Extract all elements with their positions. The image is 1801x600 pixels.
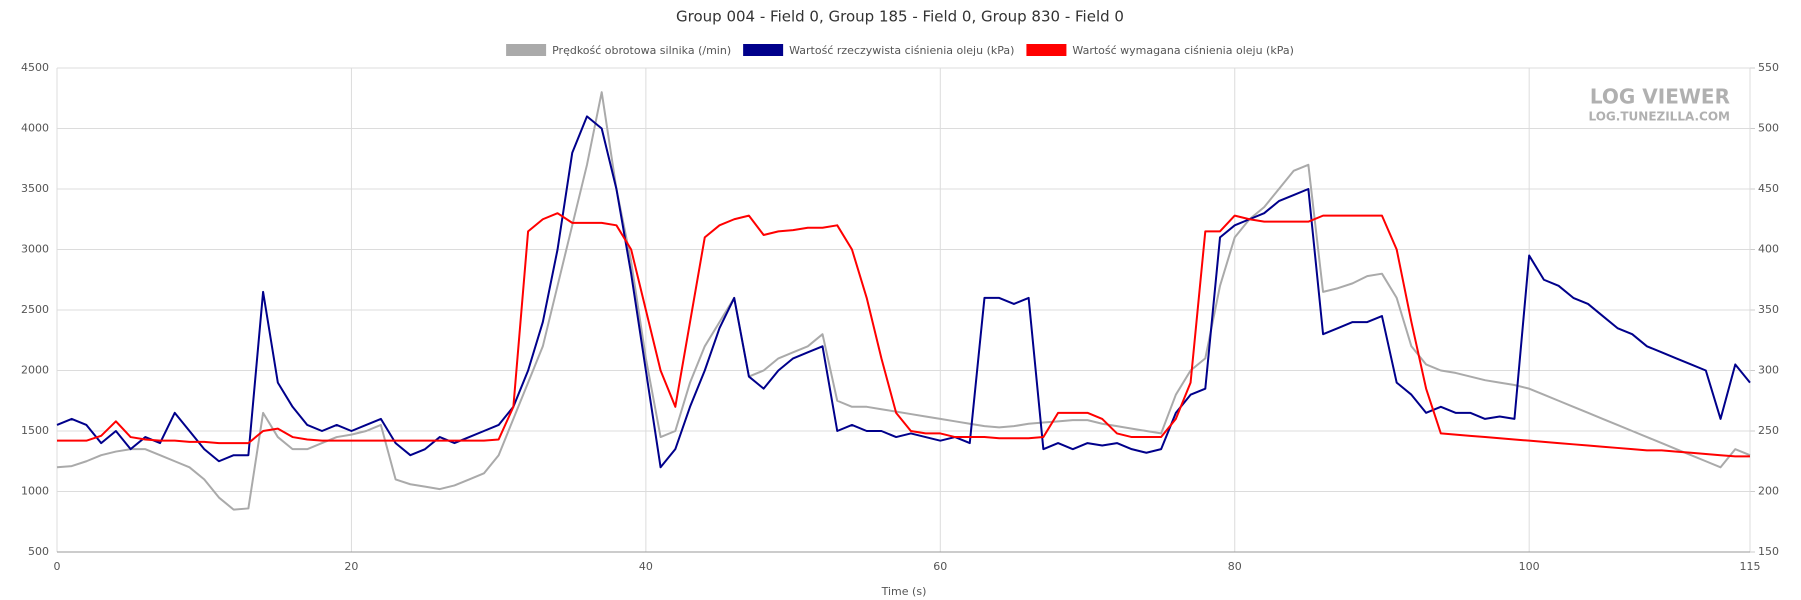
x-tick-label: 0 [54, 560, 61, 573]
series-line [57, 212, 1750, 458]
x-axis-label: Time (s) [881, 585, 927, 598]
y-tick-label: 2500 [21, 303, 49, 316]
y2-tick-label: 550 [1758, 61, 1779, 74]
legend-label: Wartość rzeczywista ciśnienia oleju (kPa… [789, 44, 1014, 57]
x-tick-label: 20 [344, 560, 358, 573]
y-tick-label: 4000 [21, 122, 49, 135]
y2-tick-label: 300 [1758, 364, 1779, 377]
legend-swatch [1026, 44, 1067, 56]
y-tick-label: 500 [28, 545, 49, 558]
y-tick-label: 4500 [21, 61, 49, 74]
x-tick-label: 100 [1519, 560, 1540, 573]
legend-label: Prędkość obrotowa silnika (/min) [552, 44, 731, 57]
y2-tick-label: 500 [1758, 122, 1779, 135]
y2-tick-label: 250 [1758, 424, 1779, 437]
y-tick-label: 1500 [21, 424, 49, 437]
y2-tick-label: 200 [1758, 485, 1779, 498]
y2-tick-label: 450 [1758, 182, 1779, 195]
series-line [56, 115, 1751, 469]
x-tick-label: 60 [933, 560, 947, 573]
watermark: LOG VIEWER [1590, 85, 1730, 109]
y2-tick-label: 400 [1758, 243, 1779, 256]
y2-tick-label: 350 [1758, 303, 1779, 316]
y-tick-label: 2000 [21, 364, 49, 377]
legend-swatch [743, 44, 784, 56]
y-tick-label: 3000 [21, 243, 49, 256]
y-tick-label: 1000 [21, 485, 49, 498]
series-line [56, 91, 1751, 511]
x-tick-label: 80 [1228, 560, 1242, 573]
y2-tick-label: 150 [1758, 545, 1779, 558]
legend-label: Wartość wymagana ciśnienia oleju (kPa) [1072, 44, 1293, 57]
y-tick-label: 3500 [21, 182, 49, 195]
x-tick-label: 115 [1740, 560, 1761, 573]
chart-title: Group 004 - Field 0, Group 185 - Field 0… [676, 8, 1124, 26]
watermark: LOG.TUNEZILLA.COM [1589, 110, 1730, 124]
x-tick-label: 40 [639, 560, 653, 573]
legend-swatch [506, 44, 547, 56]
